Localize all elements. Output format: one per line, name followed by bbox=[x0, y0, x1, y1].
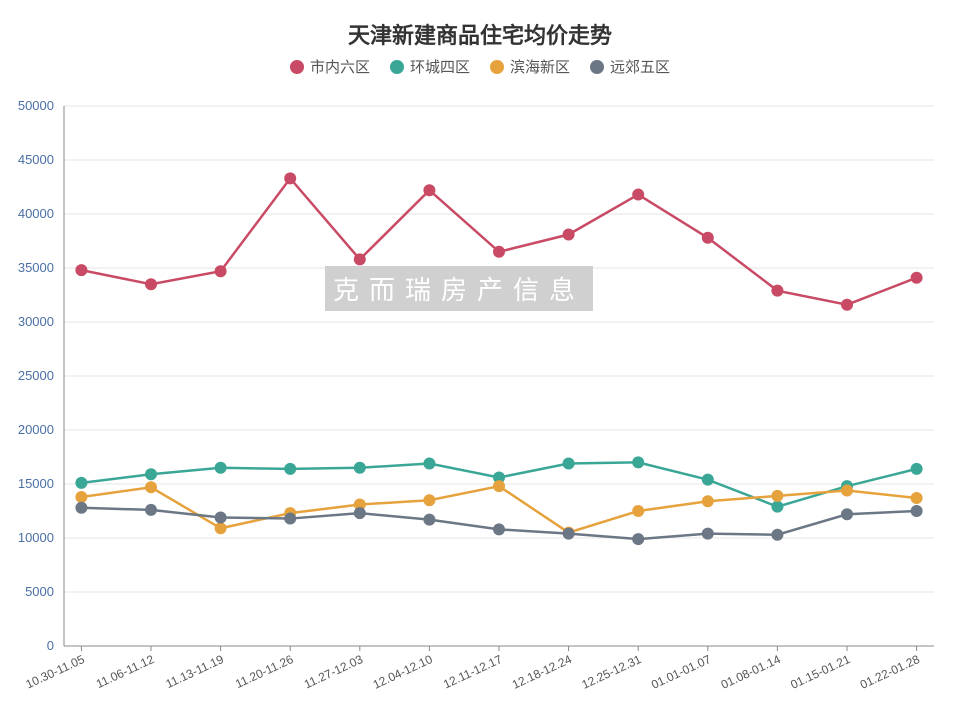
series-marker bbox=[911, 463, 923, 475]
series-marker bbox=[145, 481, 157, 493]
series-marker bbox=[423, 184, 435, 196]
series-marker bbox=[215, 265, 227, 277]
svg-text:50000: 50000 bbox=[18, 98, 54, 113]
series-marker bbox=[284, 172, 296, 184]
series-marker bbox=[215, 462, 227, 474]
series-marker bbox=[841, 484, 853, 496]
series-marker bbox=[75, 491, 87, 503]
series-marker bbox=[702, 495, 714, 507]
series-marker bbox=[632, 456, 644, 468]
svg-text:15000: 15000 bbox=[18, 476, 54, 491]
x-tick-label: 12.11-12.17 bbox=[441, 652, 504, 692]
x-tick-label: 12.25-12.31 bbox=[579, 652, 643, 692]
x-tick-label: 01.08-01.14 bbox=[719, 652, 783, 692]
series-marker bbox=[493, 246, 505, 258]
svg-text:40000: 40000 bbox=[18, 206, 54, 221]
series-marker bbox=[702, 232, 714, 244]
x-tick-label: 11.27-12.03 bbox=[302, 652, 365, 692]
x-tick-label: 11.20-11.26 bbox=[233, 652, 296, 691]
series-marker bbox=[911, 492, 923, 504]
x-tick-label: 12.18-12.24 bbox=[510, 652, 574, 692]
series-marker bbox=[284, 463, 296, 475]
series-marker bbox=[771, 285, 783, 297]
series-marker bbox=[563, 528, 575, 540]
series-marker bbox=[145, 504, 157, 516]
svg-text:0: 0 bbox=[47, 638, 54, 653]
series-marker bbox=[423, 457, 435, 469]
series-marker bbox=[284, 513, 296, 525]
svg-text:45000: 45000 bbox=[18, 152, 54, 167]
series-marker bbox=[911, 272, 923, 284]
svg-text:30000: 30000 bbox=[18, 314, 54, 329]
x-tick-label: 12.04-12.10 bbox=[371, 652, 435, 692]
series-marker bbox=[493, 480, 505, 492]
series-marker bbox=[632, 533, 644, 545]
svg-text:35000: 35000 bbox=[18, 260, 54, 275]
series-marker bbox=[632, 505, 644, 517]
series-marker bbox=[215, 522, 227, 534]
series-marker bbox=[771, 501, 783, 513]
series-marker bbox=[563, 457, 575, 469]
svg-text:5000: 5000 bbox=[25, 584, 54, 599]
series-marker bbox=[702, 474, 714, 486]
series-marker bbox=[493, 523, 505, 535]
watermark: 克而瑞房产信息 bbox=[325, 266, 593, 311]
series-marker bbox=[563, 229, 575, 241]
series-marker bbox=[215, 511, 227, 523]
series-marker bbox=[423, 514, 435, 526]
series-marker bbox=[354, 253, 366, 265]
series-marker bbox=[354, 462, 366, 474]
svg-text:20000: 20000 bbox=[18, 422, 54, 437]
x-tick-label: 01.01-01.07 bbox=[649, 652, 713, 692]
series-marker bbox=[911, 505, 923, 517]
x-tick-label: 11.13-11.19 bbox=[164, 652, 227, 691]
series-marker bbox=[75, 264, 87, 276]
x-tick-label: 01.22-01.28 bbox=[858, 652, 922, 692]
x-tick-label: 01.15-01.21 bbox=[788, 652, 852, 692]
series-marker bbox=[771, 490, 783, 502]
chart-container: 天津新建商品住宅均价走势 市内六区环城四区滨海新区远郊五区 0500010000… bbox=[0, 0, 960, 720]
x-tick-label: 11.06-11.12 bbox=[94, 652, 157, 691]
series-marker bbox=[632, 189, 644, 201]
plot-area: 0 5000 10000 15000 20000 25000 30000 35000 40000… bbox=[0, 0, 960, 720]
series-marker bbox=[841, 299, 853, 311]
series-marker bbox=[75, 502, 87, 514]
svg-text:25000: 25000 bbox=[18, 368, 54, 383]
series-marker bbox=[841, 508, 853, 520]
series-marker bbox=[423, 494, 435, 506]
series-marker bbox=[145, 278, 157, 290]
svg-text:10000: 10000 bbox=[18, 530, 54, 545]
series-marker bbox=[702, 528, 714, 540]
series-marker bbox=[145, 468, 157, 480]
series-marker bbox=[771, 529, 783, 541]
series-marker bbox=[75, 477, 87, 489]
x-tick-label: 10.30-11.05 bbox=[23, 652, 86, 692]
series-marker bbox=[354, 507, 366, 519]
